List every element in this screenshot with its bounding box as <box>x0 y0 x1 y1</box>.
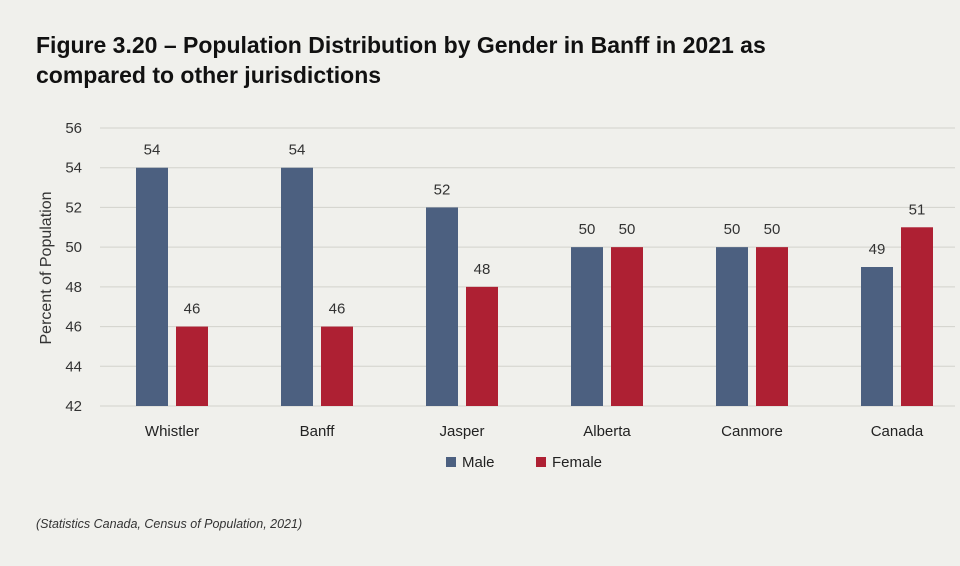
bar-male-canmore <box>716 247 748 406</box>
data-label: 48 <box>474 261 491 278</box>
data-label: 52 <box>434 181 451 198</box>
x-tick-label: Jasper <box>439 423 484 440</box>
data-label: 54 <box>289 142 306 159</box>
x-tick-label: Canada <box>871 423 924 440</box>
chart-title: Figure 3.20 – Population Distribution by… <box>36 30 896 90</box>
bar-male-jasper <box>426 207 458 406</box>
bar-female-jasper <box>466 286 498 406</box>
bar-female-banff <box>321 326 353 406</box>
bar-female-canmore <box>756 247 788 406</box>
data-label: 51 <box>909 201 926 218</box>
data-label: 49 <box>869 241 886 258</box>
data-label: 46 <box>184 301 201 318</box>
bar-chart: 42 44 46 48 50 52 54 56 Percent of Population 54 4… <box>38 120 955 471</box>
data-label: 50 <box>579 221 596 238</box>
x-tick-label: Canmore <box>721 423 783 440</box>
y-tick-label: 42 <box>65 398 82 415</box>
legend-label-male: Male <box>462 454 495 471</box>
data-label: 54 <box>144 142 161 159</box>
bar-male-alberta <box>571 247 603 406</box>
bar-male-whistler <box>136 167 168 406</box>
bar-female-alberta <box>611 247 643 406</box>
data-label: 50 <box>724 221 741 238</box>
y-tick-label: 52 <box>65 199 82 216</box>
chart-title-line-1: Figure 3.20 – Population Distribution by… <box>36 32 766 58</box>
x-tick-label: Alberta <box>583 423 631 440</box>
y-tick-label: 44 <box>65 358 82 375</box>
x-tick-label: Banff <box>300 423 336 440</box>
bar-female-whistler <box>176 326 208 406</box>
legend-swatch-male <box>446 457 456 467</box>
data-label: 46 <box>329 301 346 318</box>
bar-female-canada <box>901 227 933 406</box>
data-label: 50 <box>619 221 636 238</box>
y-tick-label: 50 <box>65 239 82 256</box>
source-caption: (Statistics Canada, Census of Population… <box>36 517 303 531</box>
bar-male-canada <box>861 267 893 406</box>
legend-swatch-female <box>536 457 546 467</box>
y-tick-label: 56 <box>65 120 82 137</box>
legend-label-female: Female <box>552 454 602 471</box>
chart-title-line-2: compared to other jurisdictions <box>36 62 382 88</box>
data-label: 50 <box>764 221 781 238</box>
y-tick-label: 46 <box>65 319 82 336</box>
y-tick-label: 48 <box>65 279 82 296</box>
y-axis-label: Percent of Population <box>38 192 55 345</box>
y-tick-label: 54 <box>65 160 82 177</box>
bar-male-banff <box>281 167 313 406</box>
x-tick-label: Whistler <box>145 423 199 440</box>
